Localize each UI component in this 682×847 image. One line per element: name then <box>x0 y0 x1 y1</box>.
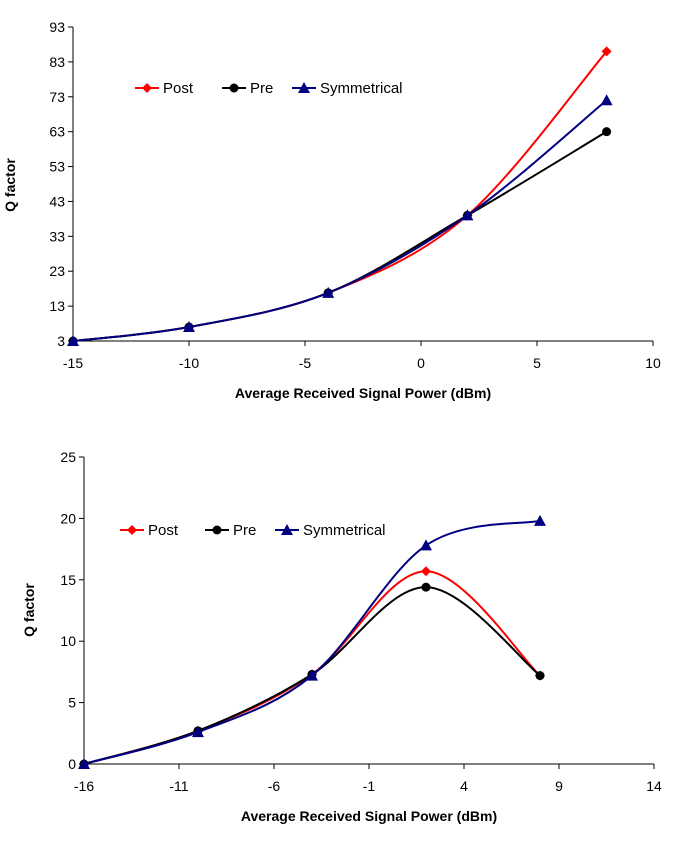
data-point-symmetrical <box>534 514 546 526</box>
x-tick-label: -16 <box>74 778 94 794</box>
x-tick-label: 5 <box>533 355 541 371</box>
data-point-symmetrical <box>461 209 474 221</box>
x-tick-label: 14 <box>646 778 662 794</box>
x-tick-label: -5 <box>299 355 312 371</box>
data-point-symmetrical <box>67 335 79 346</box>
x-tick-label: -15 <box>63 355 83 371</box>
y-tick-label: 3 <box>57 333 65 349</box>
y-tick-label: 25 <box>60 449 76 465</box>
legend-marker-pre <box>229 83 239 93</box>
y-tick-label: 43 <box>49 193 65 209</box>
data-point-symmetrical <box>306 669 318 681</box>
y-tick-label: 5 <box>68 695 76 711</box>
data-point-symmetrical <box>322 286 335 298</box>
y-tick-label: 23 <box>49 263 65 279</box>
x-tick-label: 9 <box>555 778 563 794</box>
x-tick-label: 4 <box>460 778 468 794</box>
data-point-symmetrical <box>420 539 432 551</box>
data-point-pre <box>602 127 612 137</box>
legend-marker-pre <box>212 525 222 535</box>
x-tick-label: -10 <box>179 355 199 371</box>
legend-marker-symmetrical <box>281 524 293 535</box>
y-tick-label: 20 <box>60 510 76 526</box>
data-point-symmetrical <box>600 94 613 106</box>
y-tick-label: 63 <box>49 124 65 140</box>
x-tick-label: -11 <box>169 778 188 794</box>
legend-label-pre: Pre <box>233 522 256 539</box>
x-tick-label: -6 <box>268 778 281 794</box>
x-tick-label: 10 <box>645 355 661 371</box>
y-tick-label: 0 <box>68 756 76 772</box>
legend-label-symmetrical: Symmetrical <box>320 80 403 97</box>
y-tick-label: 73 <box>49 89 65 105</box>
legend-marker-post <box>142 83 152 93</box>
y-axis-title: Q factor <box>21 583 37 637</box>
legend-label-post: Post <box>148 522 179 539</box>
y-tick-label: 13 <box>49 298 65 314</box>
data-point-pre <box>535 671 545 681</box>
data-point-post <box>601 46 612 57</box>
y-tick-label: 10 <box>60 633 76 649</box>
series-line-post <box>83 570 541 765</box>
y-tick-label: 53 <box>49 159 65 175</box>
legend-label-post: Post <box>163 80 194 97</box>
legend-label-pre: Pre <box>250 80 273 97</box>
data-point-symmetrical <box>192 726 204 738</box>
legend-label-symmetrical: Symmetrical <box>303 522 386 539</box>
data-point-symmetrical <box>183 321 195 333</box>
series-line-symmetrical <box>83 519 541 765</box>
data-point-post <box>421 566 431 577</box>
y-axis-title: Q factor <box>2 158 18 212</box>
x-tick-label: 0 <box>417 355 425 371</box>
series-line-symmetrical <box>72 99 608 342</box>
x-axis-title: Average Received Signal Power (dBm) <box>241 808 497 824</box>
y-tick-label: 15 <box>60 572 76 588</box>
data-point-pre <box>421 582 431 592</box>
y-tick-label: 33 <box>49 228 65 244</box>
legend-marker-symmetrical <box>298 82 310 93</box>
data-point-symmetrical <box>78 758 90 769</box>
x-axis-title: Average Received Signal Power (dBm) <box>235 385 491 401</box>
series-line-pre <box>72 130 608 342</box>
y-tick-label: 93 <box>49 19 65 35</box>
legend-marker-post <box>127 525 137 535</box>
x-tick-label: -1 <box>363 778 376 794</box>
y-tick-label: 83 <box>49 54 65 70</box>
